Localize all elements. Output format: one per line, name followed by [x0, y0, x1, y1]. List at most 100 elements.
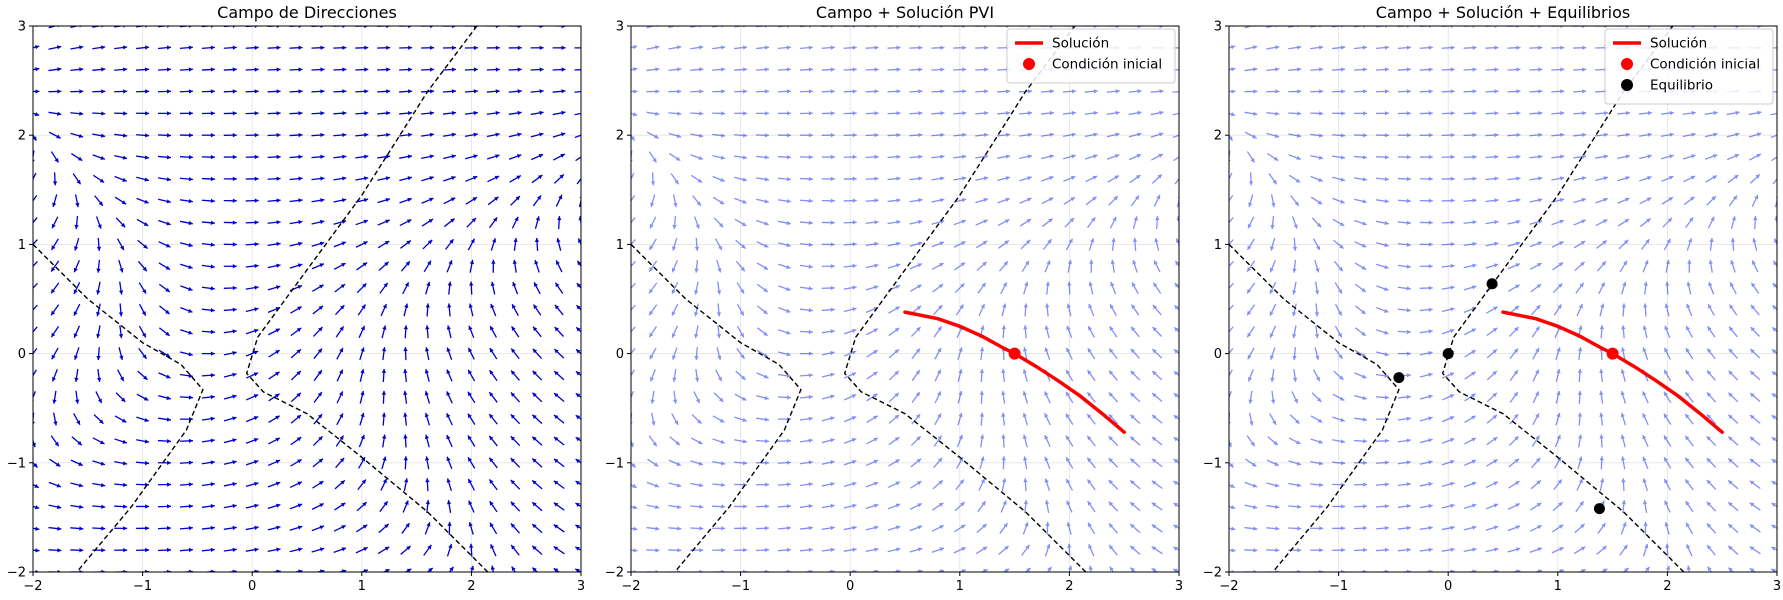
- field-arrowhead: [583, 132, 587, 136]
- field-arrowhead: [583, 89, 587, 93]
- field-arrowhead: [627, 288, 631, 292]
- field-arrowhead: [583, 67, 587, 71]
- y-tick-label: 0: [1214, 347, 1222, 362]
- equilibrium-point: [1487, 278, 1498, 289]
- field-arrowhead: [1778, 153, 1782, 157]
- x-tick-label: −2: [621, 579, 640, 594]
- field-arrowhead: [29, 288, 33, 292]
- field-arrowhead: [1181, 89, 1185, 93]
- field-arrowhead: [627, 310, 631, 314]
- field-arrowhead: [583, 111, 587, 115]
- field-arrowhead: [1779, 89, 1783, 93]
- x-tick-label: 0: [1444, 579, 1452, 594]
- field-arrowhead: [627, 267, 631, 271]
- y-tick-label: 3: [616, 20, 624, 35]
- y-tick-label: 0: [616, 347, 624, 362]
- chart-title: Campo de Direcciones: [217, 3, 397, 22]
- x-tick-label: 1: [956, 579, 964, 594]
- y-tick-label: 1: [18, 238, 26, 253]
- legend-label: Condición inicial: [1650, 57, 1760, 73]
- x-tick-label: 0: [846, 579, 854, 594]
- field-arrowhead: [1225, 310, 1229, 314]
- y-tick-label: −1: [7, 456, 26, 471]
- field-arrowhead: [29, 267, 33, 271]
- field-arrowhead: [1181, 132, 1185, 136]
- field-arrowhead: [627, 332, 631, 336]
- field-arrowhead: [1181, 24, 1185, 28]
- y-tick-label: 3: [1214, 20, 1222, 35]
- field-arrowhead: [1779, 132, 1783, 136]
- x-tick-label: 2: [1065, 579, 1073, 594]
- initial-condition-point: [1009, 348, 1021, 360]
- field-arrowhead: [627, 245, 631, 249]
- field-arrowhead: [1182, 46, 1186, 50]
- field-arrowhead: [627, 223, 631, 227]
- plot-area: [631, 26, 1179, 572]
- y-tick-label: 3: [18, 20, 26, 35]
- equilibrium-point: [1393, 372, 1404, 383]
- field-arrowhead: [584, 46, 588, 50]
- x-tick-label: −2: [1219, 579, 1238, 594]
- equilibrium-point: [1594, 503, 1605, 514]
- field-arrowhead: [1181, 67, 1185, 71]
- field-arrowhead: [29, 223, 33, 227]
- legend-label: Equilibrio: [1650, 78, 1713, 94]
- y-tick-label: 2: [18, 129, 26, 144]
- legend: Solución Condición inicial: [1007, 29, 1175, 83]
- field-arrowhead: [583, 24, 587, 28]
- y-tick-label: 1: [616, 238, 624, 253]
- chart-title: Campo + Solución PVI: [816, 3, 994, 22]
- plot-area: [1229, 26, 1777, 572]
- x-tick-label: 1: [1554, 579, 1562, 594]
- x-tick-label: −2: [23, 579, 42, 594]
- y-tick-label: −2: [1203, 566, 1222, 581]
- legend-swatch-dot: [1023, 58, 1035, 70]
- x-tick-label: 0: [248, 579, 256, 594]
- equilibrium-point: [1443, 348, 1454, 359]
- x-tick-label: −1: [1329, 579, 1348, 594]
- x-tick-label: 1: [358, 579, 366, 594]
- initial-condition-point: [1607, 348, 1619, 360]
- y-tick-label: −1: [605, 456, 624, 471]
- field-arrowhead: [29, 245, 33, 249]
- y-tick-label: 2: [616, 129, 624, 144]
- field-arrowhead: [29, 310, 33, 314]
- legend-label: Condición inicial: [1052, 57, 1162, 73]
- field-arrowhead: [1225, 267, 1229, 271]
- x-tick-label: 3: [1175, 579, 1183, 594]
- x-tick-label: 3: [1773, 579, 1781, 594]
- legend: Solución Condición inicial Equilibrio: [1605, 29, 1773, 104]
- field-arrowhead: [1225, 288, 1229, 292]
- chart-panel-3: −2 −1 0 1 2 3 −2 −1 0 1 2 3 Campo + Solución + Equil…: [1203, 3, 1783, 594]
- field-arrowhead: [1225, 245, 1229, 249]
- x-tick-label: 3: [577, 579, 585, 594]
- legend-swatch-dot: [1621, 58, 1633, 70]
- field-arrowhead: [1181, 111, 1185, 115]
- x-tick-label: −1: [731, 579, 750, 594]
- field-arrowhead: [1180, 153, 1184, 157]
- x-tick-label: 2: [1663, 579, 1671, 594]
- field-arrowhead: [1779, 67, 1783, 71]
- y-tick-label: 2: [1214, 129, 1222, 144]
- legend-swatch-dot: [1621, 79, 1633, 91]
- legend-label: Solución: [1650, 36, 1707, 52]
- field-arrowhead: [29, 332, 33, 336]
- y-tick-label: −2: [7, 566, 26, 581]
- x-tick-label: 2: [467, 579, 475, 594]
- field-arrowhead: [1225, 223, 1229, 227]
- chart-title: Campo + Solución + Equilibrios: [1376, 3, 1630, 22]
- field-arrowhead: [1780, 46, 1783, 50]
- field-arrowhead: [582, 153, 586, 157]
- y-tick-label: −1: [1203, 456, 1222, 471]
- legend-label: Solución: [1052, 36, 1109, 52]
- field-arrowhead: [1779, 24, 1783, 28]
- field-arrowhead: [1779, 111, 1783, 115]
- plot-area: [33, 26, 581, 572]
- y-tick-label: 0: [18, 347, 26, 362]
- y-tick-label: 1: [1214, 238, 1222, 253]
- field-arrowhead: [1225, 332, 1229, 336]
